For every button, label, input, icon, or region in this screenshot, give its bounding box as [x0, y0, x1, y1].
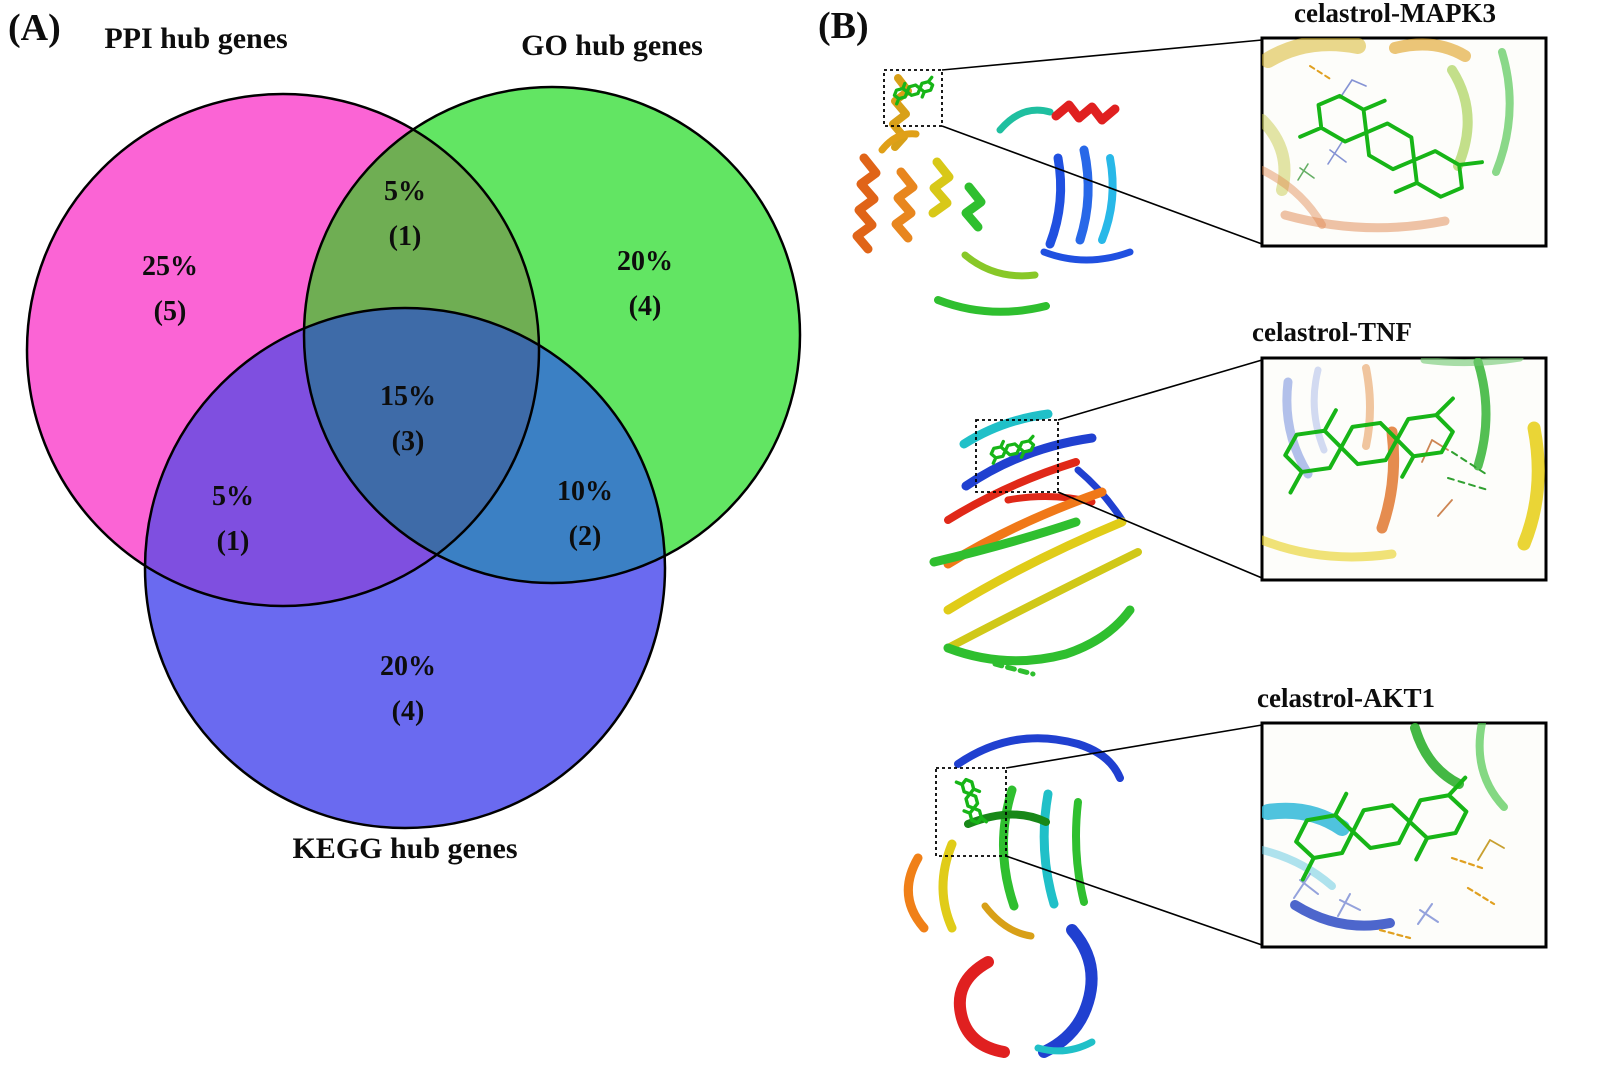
- inset-box-mapk3: [1260, 36, 1548, 248]
- panel-a-label: (A): [8, 7, 61, 49]
- venn-value-ppi-kegg-count: (1): [217, 526, 250, 557]
- venn-value-kegg-only-count: (4): [392, 696, 425, 727]
- callout-line: [1057, 359, 1263, 421]
- binding-site-roi-tnf: [975, 419, 1059, 493]
- venn-set-label-ppi: PPI hub genes: [104, 22, 287, 55]
- venn-value-go-only-count: (4): [629, 291, 662, 322]
- docking-title-akt1: celastrol-AKT1: [1257, 683, 1435, 713]
- binding-site-roi-mapk3: [883, 69, 943, 127]
- callout-line: [941, 39, 1263, 71]
- binding-site-roi-akt1: [935, 767, 1007, 857]
- venn-outline-go: [302, 85, 802, 585]
- docking-title-tnf: celastrol-TNF: [1252, 317, 1412, 347]
- callout-line: [1005, 855, 1263, 946]
- venn-value-center-count: (3): [392, 426, 425, 457]
- inset-content-tnf: [1262, 358, 1545, 562]
- venn-value-kegg-only-percent: 20%: [380, 651, 436, 682]
- protein-structure-tnf: [929, 409, 1142, 677]
- venn-set-label-kegg: KEGG hub genes: [292, 832, 517, 865]
- venn-set-label-go: GO hub genes: [521, 29, 703, 62]
- celastrol-ligand-sticks: [954, 775, 990, 829]
- venn-value-go-only-percent: 20%: [617, 246, 673, 277]
- venn-value-ppi-kegg-percent: 5%: [212, 481, 254, 512]
- inset-content-mapk3: [1262, 38, 1514, 233]
- panel-b-label: (B): [818, 5, 869, 47]
- venn-value-ppi-go-count: (1): [389, 221, 422, 252]
- venn-value-center-percent: 15%: [380, 381, 436, 412]
- venn-outline-ppi: [25, 92, 541, 608]
- venn-value-go-kegg-count: (2): [569, 521, 602, 552]
- venn-outline-kegg: [143, 306, 667, 830]
- venn-value-go-kegg-percent: 10%: [557, 476, 613, 507]
- docking-title-mapk3: celastrol-MAPK3: [1294, 0, 1496, 28]
- venn-diagram: PPI hub genes GO hub genes KEGG hub gene…: [25, 22, 802, 865]
- protein-structure-akt1: [903, 734, 1124, 1058]
- callout-line: [941, 125, 1263, 245]
- venn-value-ppi-only-count: (5): [154, 296, 187, 327]
- protein-structure-mapk3: [852, 74, 1134, 316]
- callout-line: [1057, 491, 1263, 579]
- callout-line: [1005, 724, 1263, 769]
- inset-content-akt1: [1262, 723, 1508, 940]
- venn-value-ppi-only-percent: 25%: [142, 251, 198, 282]
- venn-value-ppi-go-percent: 5%: [384, 176, 426, 207]
